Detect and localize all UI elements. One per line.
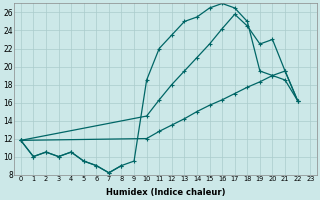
- X-axis label: Humidex (Indice chaleur): Humidex (Indice chaleur): [106, 188, 225, 197]
